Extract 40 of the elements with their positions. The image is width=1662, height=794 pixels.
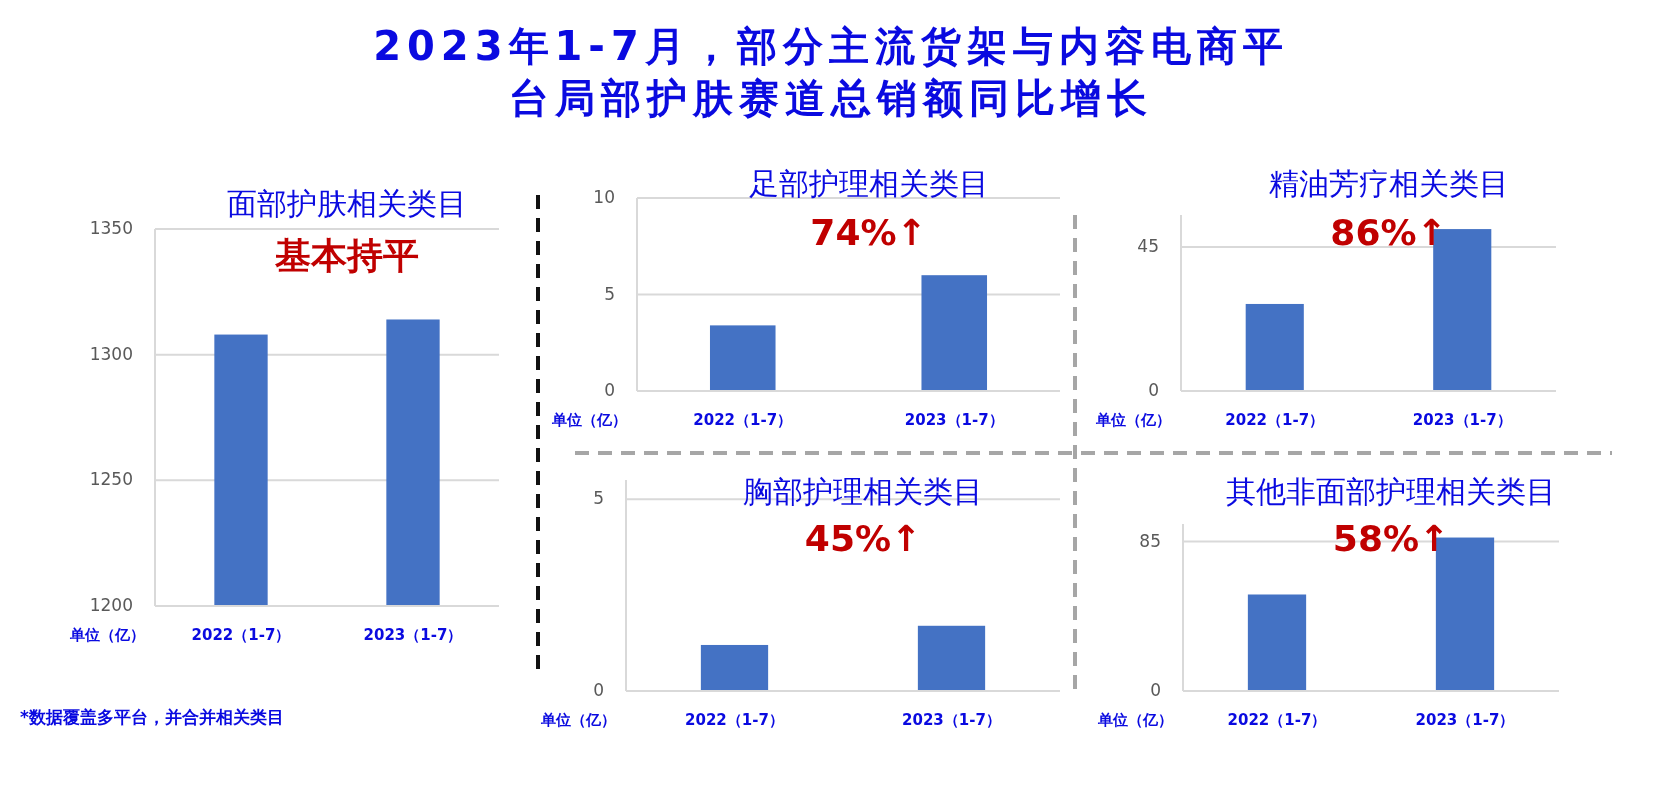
annotation: 86%↑ <box>1330 212 1447 253</box>
y-tick-label: 0 <box>604 380 615 400</box>
y-axis-title: 单位（亿） <box>540 710 616 729</box>
y-tick-label: 1350 <box>89 218 133 238</box>
x-tick-label: 2023（1-7） <box>902 710 1001 729</box>
y-tick-label: 1200 <box>89 595 133 615</box>
x-tick-label: 2023（1-7） <box>1412 410 1512 429</box>
x-tick-label: 2022（1-7） <box>1227 710 1327 729</box>
chart-title: 精油芳疗相关类目 <box>1268 165 1509 201</box>
x-tick-label: 2022（1-7） <box>685 710 784 729</box>
x-tick-label: 2022（1-7） <box>191 625 291 644</box>
y-axis-title: 单位（亿） <box>69 625 145 644</box>
annotation: 45%↑ <box>804 518 922 559</box>
x-tick-label: 2023（1-7） <box>363 625 463 644</box>
annotation: 基本持平 <box>274 235 419 276</box>
y-tick-label: 10 <box>593 187 615 207</box>
y-tick-label: 5 <box>593 488 604 509</box>
text: *数据覆盖多平台，并合并相关类目 <box>20 707 284 727</box>
y-tick-label: 0 <box>1148 380 1159 400</box>
x-tick-label: 2023（1-7） <box>1415 710 1515 729</box>
y-tick-label: 85 <box>1139 530 1161 551</box>
y-tick-label: 0 <box>593 680 604 700</box>
annotation: 74%↑ <box>810 212 927 253</box>
x-tick-label: 2023（1-7） <box>904 410 1004 429</box>
chart-title: 面部护肤相关类目 <box>227 185 467 221</box>
y-tick-label: 0 <box>1150 680 1161 700</box>
x-tick-label: 2022（1-7） <box>693 410 793 429</box>
y-tick-label: 45 <box>1137 236 1159 256</box>
y-tick-label: 1300 <box>89 343 133 364</box>
text: 2023年1-7月，部分主流货架与内容电商平台局部护肤赛道总销额同比增长 <box>373 23 1289 121</box>
y-axis-title: 单位（亿） <box>551 410 627 429</box>
chart-title: 足部护理相关类目 <box>748 165 989 201</box>
chart-title: 其他非面部护理相关类目 <box>1226 473 1556 509</box>
y-tick-label: 1250 <box>89 469 133 490</box>
y-axis-title: 单位（亿） <box>1097 710 1173 729</box>
annotation: 58%↑ <box>1332 518 1450 559</box>
y-axis-title: 单位（亿） <box>1095 410 1171 429</box>
y-tick-label: 5 <box>604 283 615 304</box>
x-tick-label: 2022（1-7） <box>1225 410 1325 429</box>
chart-title: 胸部护理相关类目 <box>743 473 983 509</box>
